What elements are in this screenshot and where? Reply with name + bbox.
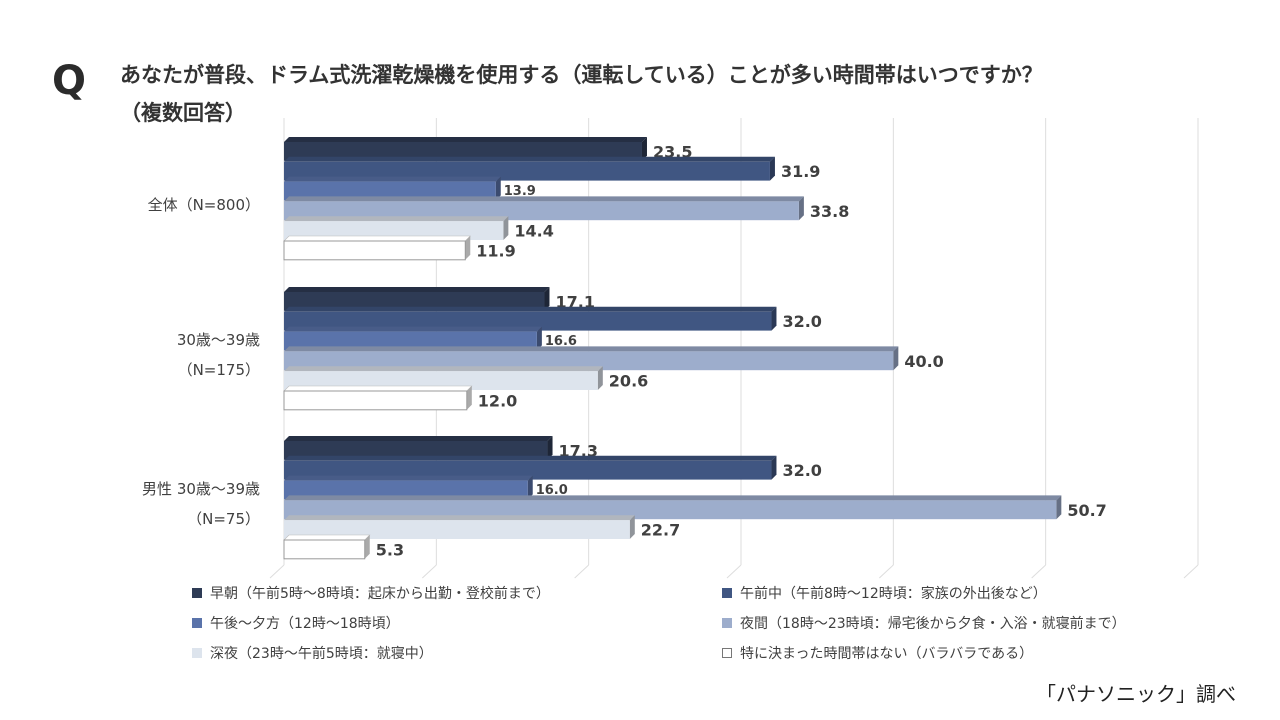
bar [284,196,804,221]
grid-foot [421,564,437,579]
legend-swatch [722,588,732,598]
legend-item: 夜間（18時～23時頃：帰宅後から夕食・入浴・就寝前まで） [722,613,1126,633]
grid-foot [1183,564,1199,579]
group-labels: 全体（N=800） 30歳～39歳 （N=175） 男性 30歳～39歳 （N=75） [142,196,260,528]
data-label: 33.8 [810,202,849,221]
legend-label: 深夜（23時～午前5時頃：就寝中） [210,646,433,662]
grid-foot [878,564,894,579]
bar [283,534,371,560]
bar [284,306,777,331]
category-label: 30歳～39歳 [177,331,260,349]
data-label: 13.9 [504,184,536,199]
data-label: 14.4 [514,222,553,241]
data-label: 17.3 [559,441,598,460]
bar [284,346,899,371]
bar [284,216,509,240]
bar [284,287,550,311]
data-label: 22.7 [641,521,680,540]
legend-swatch [192,588,202,598]
grid-foot [269,564,285,579]
bar [284,156,775,181]
data-label: 23.5 [653,142,692,161]
legend-item: 午後～夕方（12時～18時頃） [192,613,400,633]
data-label: 40.0 [904,352,943,371]
question-text: あなたが普段、ドラム式洗濯乾燥機を使用する（運転している）ことが多い時間帯はいつ… [120,56,1230,132]
data-label: 50.7 [1067,501,1106,520]
data-label: 31.9 [781,162,820,181]
bar [283,235,472,261]
bar [284,176,501,201]
data-label: 32.0 [782,312,821,331]
question-line-2: （複数回答） [120,101,246,125]
data-label: 32.0 [782,461,821,480]
legend-label: 特に決まった時間帯はない（バラバラである） [740,646,1034,662]
data-label: 11.9 [476,241,515,260]
grid-foot [1031,564,1047,579]
legend-item: 特に決まった時間帯はない（バラバラである） [722,643,1033,663]
question-mark: Q [52,58,87,104]
bar [284,326,542,351]
legend-item: 早朝（午前5時～8時頃：起床から出勤・登校前まで） [192,583,550,603]
bar [284,366,603,390]
legend-swatch [192,618,202,628]
bar [284,137,647,161]
legend-label: 早朝（午前5時～8時頃：起床から出勤・登校前まで） [210,586,550,602]
legend-swatch [722,618,732,628]
category-label: 全体（N=800） [148,196,260,214]
bars: 23.5 17.1 17.3 31.9 32.0 32.0 13.9 16.6 16.0 33.8… [283,137,1107,560]
legend-swatch [722,648,732,658]
category-label: （N=175） [178,361,260,379]
grid-foot [726,564,742,579]
data-label: 16.6 [545,334,577,349]
data-label: 5.3 [376,540,404,559]
bar [284,436,553,460]
bar [284,515,635,539]
data-label: 16.0 [536,483,568,498]
bar [284,495,1062,520]
category-label: （N=75） [187,510,260,528]
legend-label: 午後～夕方（12時～18時頃） [210,616,400,632]
data-label: 17.1 [555,292,594,311]
bar [284,455,777,480]
legend-label: 午前中（午前8時～12時頃：家族の外出後など） [740,586,1047,602]
legend-item: 午前中（午前8時～12時頃：家族の外出後など） [722,583,1047,603]
legend-label: 夜間（18時～23時頃：帰宅後から夕食・入浴・就寝前まで） [740,616,1126,632]
grid-foot [574,564,590,579]
bar [284,475,533,500]
source-note: 「パナソニック」調べ [1036,682,1236,706]
legend-item: 深夜（23時～午前5時頃：就寝中） [192,643,433,663]
bar [283,385,473,411]
data-label: 20.6 [609,372,648,391]
data-label: 12.0 [478,391,517,410]
question-line-1: あなたが普段、ドラム式洗濯乾燥機を使用する（運転している）ことが多い時間帯はいつ… [120,63,1043,87]
legend-swatch [192,648,202,658]
category-label: 男性 30歳～39歳 [142,480,260,498]
